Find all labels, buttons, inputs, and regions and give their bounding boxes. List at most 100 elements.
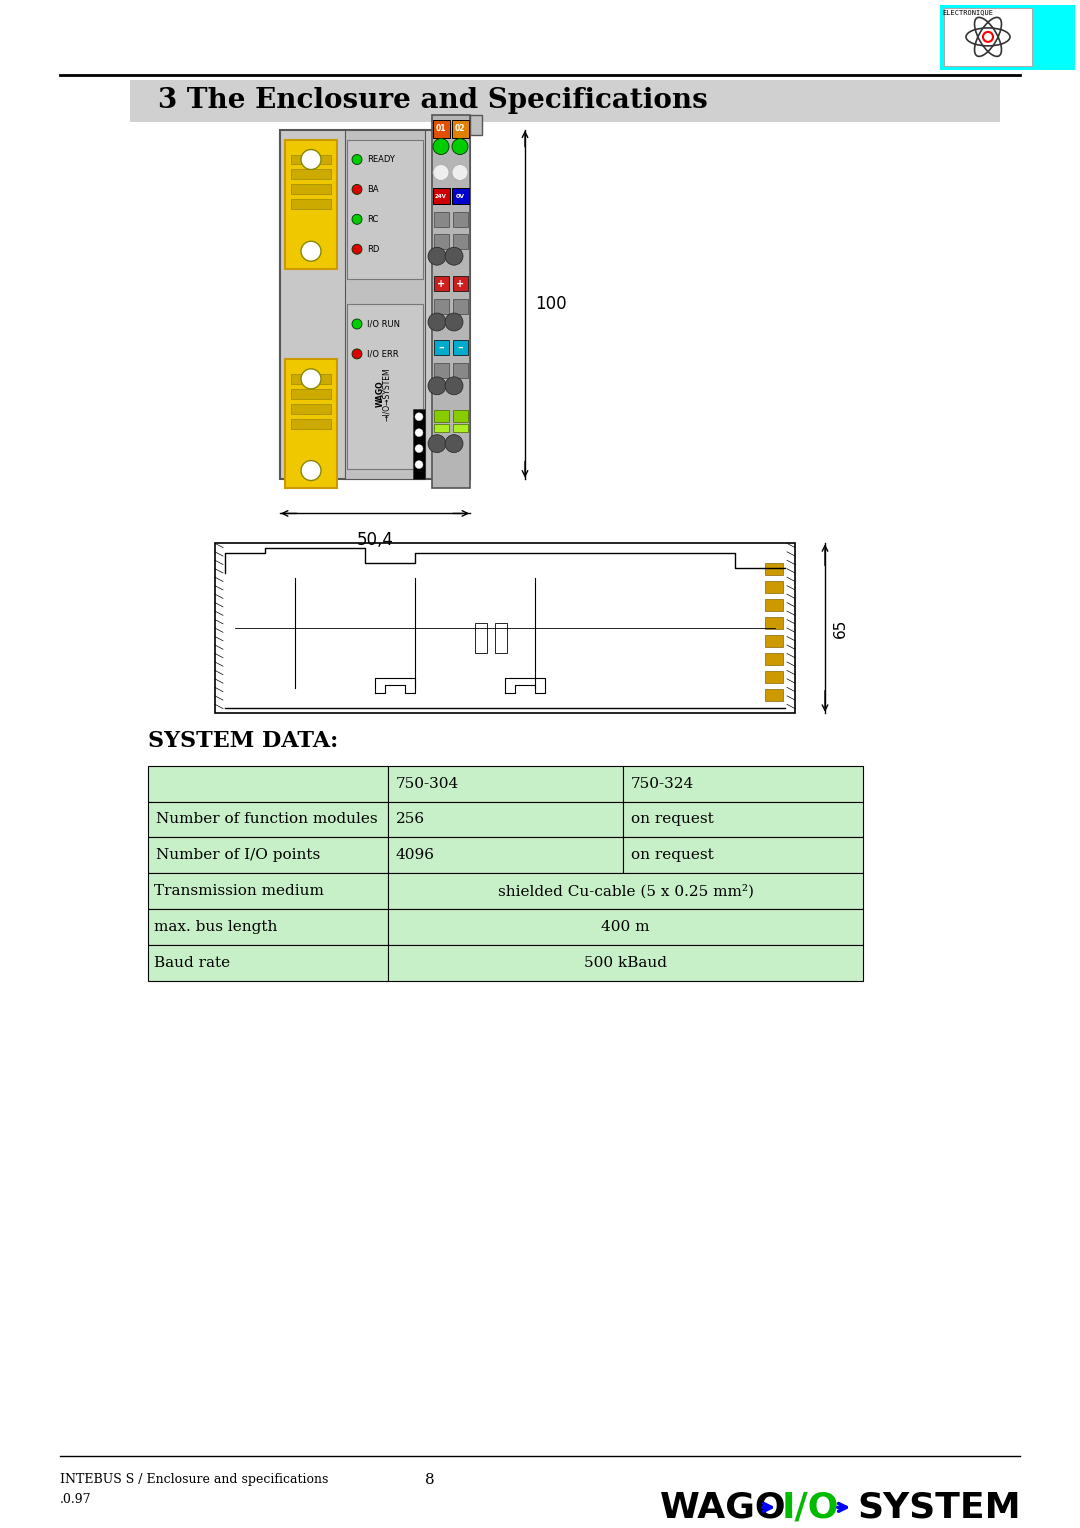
Bar [413,410,426,478]
Bar [434,362,449,377]
Circle shape [453,165,468,180]
Text: 750-304: 750-304 [396,776,459,790]
Text: 3 The Enclosure and Specifications: 3 The Enclosure and Specifications [158,87,707,115]
Text: SYSTEM DATA:: SYSTEM DATA: [148,730,338,752]
Bar [765,636,783,646]
Bar [434,277,449,292]
Bar [434,423,449,432]
Bar [291,199,330,209]
Circle shape [301,150,321,170]
Bar [388,837,623,874]
Text: –: – [457,342,463,353]
Circle shape [445,313,463,332]
Text: 256: 256 [396,813,426,827]
Bar [453,188,469,205]
Bar [495,623,507,652]
Circle shape [453,139,468,154]
Text: +: + [437,280,445,289]
Bar [347,139,423,280]
Circle shape [433,165,449,180]
Text: 8: 8 [426,1473,435,1487]
Text: 50,4: 50,4 [356,532,393,550]
Bar [453,212,468,228]
Bar [280,130,470,478]
Circle shape [428,313,446,332]
Text: ELECTRONIQUE: ELECTRONIQUE [942,9,993,15]
Text: 02: 02 [455,124,465,133]
Circle shape [352,214,362,225]
Bar [148,946,388,981]
Bar [475,623,487,652]
Bar [765,599,783,611]
Text: 400 m: 400 m [602,920,650,934]
Text: on request: on request [631,813,714,827]
Bar [433,119,450,138]
Bar [434,410,449,422]
Circle shape [352,319,362,329]
Bar [470,115,482,134]
Text: max. bus length: max. bus length [154,920,278,934]
Text: BA: BA [367,185,379,194]
Bar [148,766,388,802]
Text: RC: RC [367,215,378,223]
Text: SYSTEM: SYSTEM [858,1490,1021,1525]
Bar [433,188,450,205]
Bar [434,234,449,249]
Text: on request: on request [631,848,714,862]
Bar [291,185,330,194]
Text: 24V: 24V [435,194,447,199]
Bar [453,234,468,249]
Bar [453,119,469,138]
Text: +: + [456,280,464,289]
Bar [453,339,468,354]
Circle shape [352,185,362,194]
Bar [765,652,783,665]
Circle shape [301,368,321,388]
Circle shape [415,413,423,420]
Bar [453,362,468,377]
Text: READY: READY [367,154,395,163]
Text: –: – [438,342,444,353]
Circle shape [415,460,423,469]
Bar [345,130,426,478]
Circle shape [301,460,321,480]
Text: RD: RD [367,244,379,254]
Bar [388,946,863,981]
Circle shape [428,248,446,266]
Bar [765,564,783,575]
Bar [285,359,337,489]
Bar [148,802,388,837]
Bar [623,802,863,837]
Bar [148,837,388,874]
Bar [434,212,449,228]
Bar [388,909,863,946]
Circle shape [445,377,463,394]
Bar [148,874,388,909]
Bar [623,766,863,802]
Bar [434,339,449,354]
Bar [388,874,863,909]
Text: I/O RUN: I/O RUN [367,319,400,329]
Text: 01: 01 [435,124,446,133]
Text: .0.97: .0.97 [60,1493,92,1507]
Bar [453,299,468,315]
Circle shape [415,445,423,452]
Circle shape [352,154,362,165]
Bar [765,581,783,593]
Bar [388,802,623,837]
Text: I/O: I/O [782,1490,839,1525]
Bar [291,170,330,179]
Text: 65: 65 [833,619,848,637]
Bar [285,139,337,269]
Text: 4096: 4096 [396,848,435,862]
Circle shape [445,434,463,452]
Text: shielded Cu-cable (5 x 0.25 mm²): shielded Cu-cable (5 x 0.25 mm²) [498,885,754,898]
Text: INTEBUS S / Enclosure and specifications: INTEBUS S / Enclosure and specifications [60,1473,328,1487]
Circle shape [352,348,362,359]
Bar [453,410,468,422]
Bar [291,403,330,414]
Bar [453,423,468,432]
Bar [623,837,863,874]
Bar [291,154,330,165]
Bar [765,689,783,701]
